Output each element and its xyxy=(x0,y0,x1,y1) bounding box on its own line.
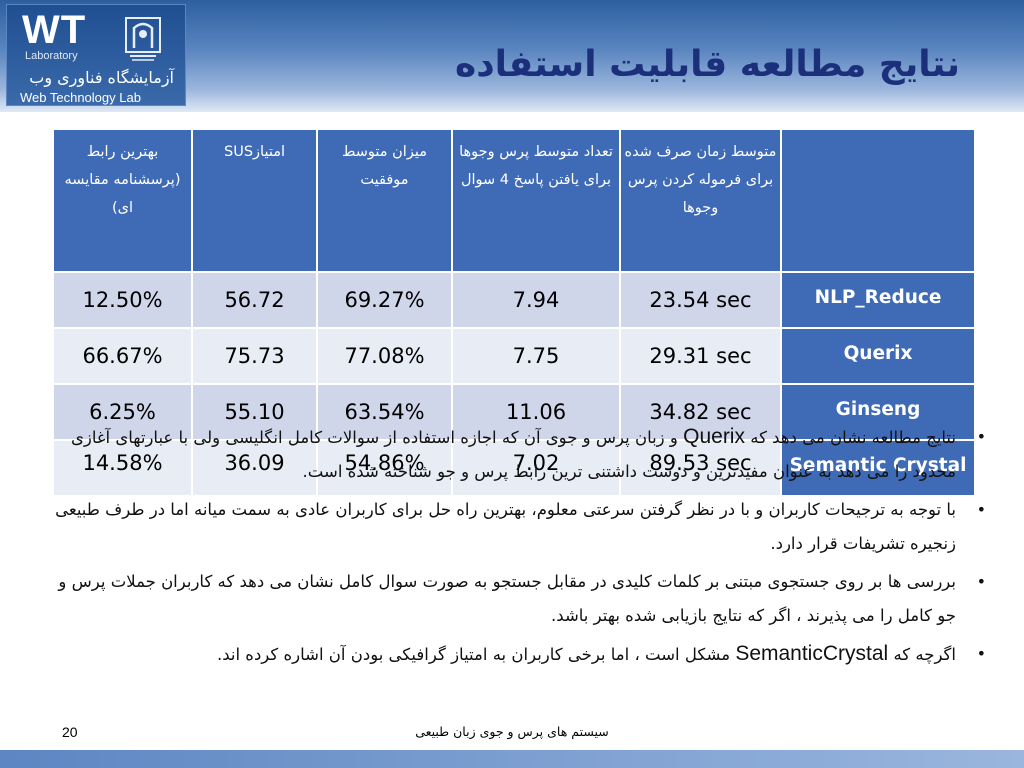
cell-queries: 7.94 xyxy=(451,271,621,329)
cell-queries: 11.06 xyxy=(451,383,621,441)
cell-sus: 36.09 xyxy=(191,439,318,497)
table-row: 66.67% 75.73 77.08% 7.75 29.31 sec Queri… xyxy=(52,327,976,385)
cell-success: 77.08% xyxy=(316,327,453,385)
cell-success: 63.54% xyxy=(316,383,453,441)
bullet-text: اگرچه که xyxy=(893,645,956,664)
cell-best: 12.50% xyxy=(52,271,193,329)
logo-persian-name: آزمایشگاه فناوری وب xyxy=(29,68,174,87)
findings-list: • نتایج مطالعه نشان می دهد که Querix و ز… xyxy=(44,420,1004,676)
logo-laboratory-text: Laboratory xyxy=(25,50,78,62)
bullet-icon: • xyxy=(976,500,986,519)
header-system xyxy=(780,128,976,273)
cell-sus: 75.73 xyxy=(191,327,318,385)
header-success-rate: میزان متوسط موفقیت xyxy=(316,128,453,273)
cell-queries: 7.02 xyxy=(451,439,621,497)
bullet-text: و زبان پرس و جوی آن که اجازه استفاده از … xyxy=(70,428,956,481)
bullet-text: نتایج مطالعه نشان می دهد که xyxy=(750,428,956,447)
bullet-text: با توجه به ترجیحات کاربران و با در نظر گ… xyxy=(55,500,956,553)
bullet-icon: • xyxy=(976,572,986,591)
bullet-text: مشکل است ، اما برخی کاربران به امتیاز گر… xyxy=(216,645,731,664)
slide-title: نتایج مطالعه قابلیت استفاده xyxy=(454,44,960,85)
cell-time: 34.82 sec xyxy=(619,383,782,441)
university-emblem-icon xyxy=(125,17,161,61)
page-number: 20 xyxy=(62,724,78,740)
footer-bar xyxy=(0,750,1024,768)
logo-wt-text: WT xyxy=(22,8,87,52)
cell-best: 6.25% xyxy=(52,383,193,441)
results-table: بهترین رابط (پرسشنامه مقایسه ای) امتیازS… xyxy=(52,128,976,497)
cell-sus: 56.72 xyxy=(191,271,318,329)
bullet-icon: • xyxy=(976,644,986,663)
header-avg-time: متوسط زمان صرف شده برای فرموله کردن پرس … xyxy=(619,128,782,273)
cell-time: 29.31 sec xyxy=(619,327,782,385)
bullet-term: Querix xyxy=(683,425,745,448)
header-sus-score: امتیازSUS xyxy=(191,128,318,273)
table-row: 12.50% 56.72 69.27% 7.94 23.54 sec NLP_R… xyxy=(52,271,976,329)
table-header-row: بهترین رابط (پرسشنامه مقایسه ای) امتیازS… xyxy=(52,128,976,273)
cell-system: Semantic Crystal xyxy=(780,439,976,497)
footer-text: سیستم های پرس و جوی زبان طبیعی xyxy=(415,724,609,739)
cell-sus: 55.10 xyxy=(191,383,318,441)
bullet-term: SemanticCrystal xyxy=(735,642,889,665)
list-item: • نتایج مطالعه نشان می دهد که Querix و ز… xyxy=(44,420,1004,489)
cell-system: Ginseng xyxy=(780,383,976,441)
header-best-interface: بهترین رابط (پرسشنامه مقایسه ای) xyxy=(52,128,193,273)
list-item: • بررسی ها بر روی جستجوی مبتنی بر کلمات … xyxy=(44,565,1004,633)
cell-time: 89.53 sec xyxy=(619,439,782,497)
cell-queries: 7.75 xyxy=(451,327,621,385)
list-item: • با توجه به ترجیحات کاربران و با در نظر… xyxy=(44,493,1004,561)
bullet-icon: • xyxy=(976,427,986,446)
bullet-text: بررسی ها بر روی جستجوی مبتنی بر کلمات کل… xyxy=(58,572,956,625)
logo-english-name: Web Technology Lab xyxy=(20,90,141,105)
table-row: 6.25% 55.10 63.54% 11.06 34.82 sec Ginse… xyxy=(52,383,976,441)
header-avg-queries: تعداد متوسط پرس وجوها برای یافتن پاسخ 4 … xyxy=(451,128,621,273)
cell-success: 54.86% xyxy=(316,439,453,497)
cell-system: NLP_Reduce xyxy=(780,271,976,329)
cell-time: 23.54 sec xyxy=(619,271,782,329)
cell-best: 66.67% xyxy=(52,327,193,385)
cell-system: Querix xyxy=(780,327,976,385)
list-item: • اگرچه که SemanticCrystal مشکل است ، ام… xyxy=(44,637,1004,672)
cell-success: 69.27% xyxy=(316,271,453,329)
table-row: 14.58% 36.09 54.86% 7.02 89.53 sec Seman… xyxy=(52,439,976,497)
cell-best: 14.58% xyxy=(52,439,193,497)
lab-logo: WT Laboratory آزمایشگاه فناوری وب Web Te… xyxy=(6,4,186,106)
